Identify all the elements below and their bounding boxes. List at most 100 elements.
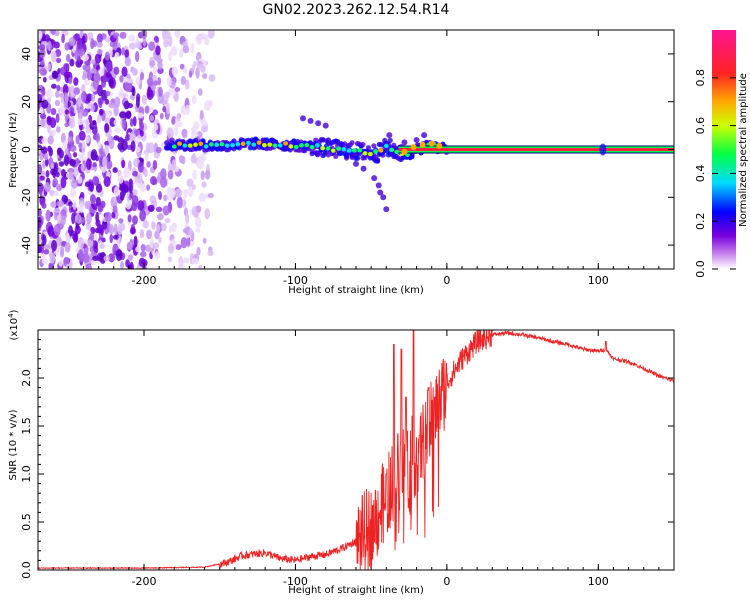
colorbar-tick-label: 0.2 xyxy=(694,212,707,230)
heatmap-cell xyxy=(256,140,262,145)
heatmap-cell xyxy=(72,202,77,211)
heatmap-cell xyxy=(136,173,143,184)
heatmap-cell xyxy=(373,149,379,154)
heatmap-cell xyxy=(81,54,89,62)
heatmap-cell xyxy=(151,221,156,230)
heatmap-cell xyxy=(56,200,64,207)
heatmap-cell xyxy=(128,182,133,194)
heatmap-cell xyxy=(95,196,101,207)
heatmap-cell xyxy=(129,227,136,235)
heatmap-cell xyxy=(108,78,114,88)
heatmap-cell xyxy=(78,248,84,260)
heatmap-cell xyxy=(180,237,188,249)
heatmap-cell xyxy=(195,67,200,79)
heatmap-cell xyxy=(341,147,347,152)
heatmap-noise-layer xyxy=(38,30,216,269)
heatmap-cell xyxy=(65,53,71,63)
heatmap-cell xyxy=(377,189,384,196)
heatmap-cell xyxy=(46,88,53,99)
heatmap-cell xyxy=(46,115,52,126)
heatmap-cell xyxy=(336,146,341,151)
heatmap-cell xyxy=(77,98,82,107)
heatmap-cell xyxy=(101,79,107,88)
heatmap-cell xyxy=(58,259,63,267)
heatmap-cell xyxy=(39,113,47,120)
heatmap-cell xyxy=(125,201,132,210)
heatmap-cell xyxy=(187,186,194,197)
heatmap-cell xyxy=(55,113,60,124)
heatmap-cell xyxy=(49,252,56,264)
heatmap-cell xyxy=(143,168,148,178)
heatmap-cell xyxy=(191,127,195,137)
heatmap-cell xyxy=(121,66,128,78)
heatmap-cell xyxy=(149,106,154,113)
heatmap-cell xyxy=(198,141,204,147)
heatmap-cell xyxy=(108,224,115,235)
heatmap-cell xyxy=(114,96,121,108)
spectrogram-y-label: Frequency (Hz) xyxy=(8,112,19,188)
heatmap-cell xyxy=(156,213,164,221)
snr-y-scale-label: (x104) xyxy=(7,309,20,340)
heatmap-cell xyxy=(68,37,76,46)
heatmap-cell xyxy=(82,65,87,71)
heatmap-cell xyxy=(186,235,191,247)
heatmap-cell xyxy=(168,256,172,263)
heatmap-cell xyxy=(157,77,162,86)
y-tick-label: -40 xyxy=(20,236,33,254)
x-tick-label: 0 xyxy=(443,575,450,588)
heatmap-cell xyxy=(145,142,151,153)
heatmap-cell xyxy=(375,182,382,189)
heatmap-cell xyxy=(112,167,118,174)
heatmap-cell xyxy=(204,208,211,220)
heatmap-cell xyxy=(119,88,124,100)
heatmap-cell xyxy=(49,189,55,196)
heatmap-cell xyxy=(70,179,78,189)
heatmap-cell xyxy=(96,48,103,55)
heatmap-band-core xyxy=(398,148,674,151)
heatmap-cell xyxy=(93,245,99,254)
heatmap-cell xyxy=(72,151,78,158)
heatmap-cell xyxy=(53,224,61,236)
y-tick-label: 1.5 xyxy=(20,417,33,435)
heatmap-cell xyxy=(401,148,408,155)
heatmap-cell xyxy=(119,75,124,83)
heatmap-cell xyxy=(251,142,257,147)
heatmap-cell xyxy=(93,72,101,84)
heatmap-cell xyxy=(178,154,184,164)
heatmap-cell xyxy=(204,100,211,111)
heatmap-cell xyxy=(51,70,58,79)
heatmap-cell xyxy=(117,174,124,184)
heatmap-cell xyxy=(135,146,141,153)
y-tick-label: 0 xyxy=(20,146,33,153)
heatmap-cell xyxy=(141,94,147,105)
heatmap-cell xyxy=(203,144,209,149)
heatmap-cell xyxy=(155,45,161,56)
heatmap-cell xyxy=(121,47,125,56)
heatmap-cell xyxy=(69,158,76,167)
heatmap-cell xyxy=(383,206,390,213)
heatmap-cell xyxy=(162,205,170,216)
heatmap-cell xyxy=(322,122,329,129)
heatmap-cell xyxy=(109,41,116,48)
heatmap-cell xyxy=(45,209,51,222)
heatmap-cell xyxy=(130,140,136,153)
heatmap-cell xyxy=(167,169,174,180)
heatmap-cell xyxy=(64,109,70,115)
heatmap-cell xyxy=(38,164,43,176)
y-tick-label: 2.0 xyxy=(20,369,33,387)
heatmap-cell xyxy=(170,46,178,57)
snr-x-label: Height of straight line (km) xyxy=(288,585,424,596)
heatmap-cell xyxy=(97,84,103,97)
x-tick-label: 100 xyxy=(588,274,609,287)
snr-y-label: SNR (10 * v/v) xyxy=(8,409,19,480)
heatmap-cell xyxy=(140,72,145,81)
heatmap-cell xyxy=(378,148,384,153)
heatmap-cell xyxy=(380,194,387,201)
heatmap-cell xyxy=(91,59,96,65)
heatmap-cell xyxy=(71,212,76,225)
heatmap-cell xyxy=(81,90,87,103)
heatmap-cell xyxy=(96,132,100,144)
heatmap-cell xyxy=(75,134,80,145)
heatmap-cell xyxy=(97,141,102,150)
heatmap-cell xyxy=(174,86,181,93)
